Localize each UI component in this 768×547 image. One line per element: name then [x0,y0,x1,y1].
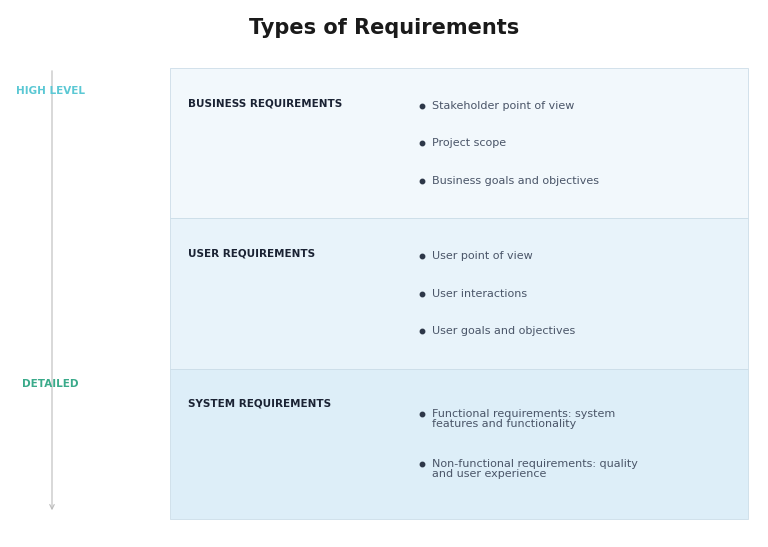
Text: User interactions: User interactions [432,288,527,299]
Text: Functional requirements: system: Functional requirements: system [432,409,615,419]
Bar [170,68,748,218]
Bar [170,218,748,369]
Text: DETAILED: DETAILED [22,379,78,389]
Text: Project scope: Project scope [432,138,506,148]
Text: and user experience: and user experience [432,469,546,479]
Text: HIGH LEVEL: HIGH LEVEL [15,86,84,96]
Text: Business goals and objectives: Business goals and objectives [432,176,599,186]
Text: USER REQUIREMENTS: USER REQUIREMENTS [188,248,315,258]
Text: User goals and objectives: User goals and objectives [432,326,575,336]
Text: User point of view: User point of view [432,251,533,261]
Text: Non-functional requirements: quality: Non-functional requirements: quality [432,459,638,469]
Text: BUSINESS REQUIREMENTS: BUSINESS REQUIREMENTS [188,98,343,108]
Text: Types of Requirements: Types of Requirements [249,18,519,38]
Text: features and functionality: features and functionality [432,419,576,429]
Text: Stakeholder point of view: Stakeholder point of view [432,101,574,110]
Bar [170,369,748,519]
Text: SYSTEM REQUIREMENTS: SYSTEM REQUIREMENTS [188,399,331,409]
